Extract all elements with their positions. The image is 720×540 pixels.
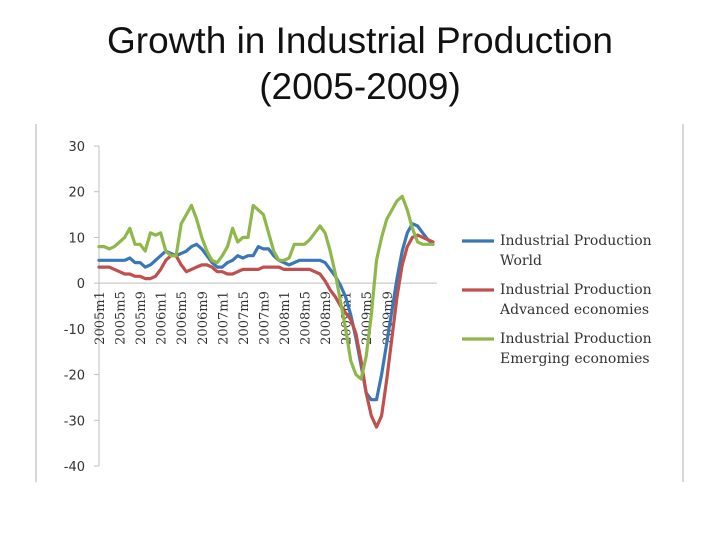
series-line-1: [97, 222, 435, 402]
y-tick-label: -30: [64, 414, 85, 429]
x-tick-label: 2005m9: [134, 291, 149, 345]
x-tick-label: 2008m1: [278, 291, 293, 345]
legend-label: World: [500, 253, 542, 269]
series-line-3: [97, 194, 435, 381]
y-tick-label: 0: [77, 277, 85, 292]
y-tick-label: 30: [68, 140, 85, 155]
x-tick-label: 2009m1: [340, 291, 355, 345]
x-tick-label: 2005m1: [93, 291, 108, 345]
x-tick-label: 2006m9: [196, 291, 211, 345]
y-tick-label: 10: [68, 231, 85, 246]
y-tick-label: -40: [64, 460, 85, 475]
x-tick-label: 2007m5: [237, 291, 252, 345]
legend-label: Industrial Production: [500, 331, 652, 347]
legend-label: Advanced economies: [499, 302, 649, 318]
x-tick-label: 2008m5: [299, 291, 314, 345]
x-tick-label: 2007m9: [257, 291, 272, 345]
y-tick-label: -20: [64, 369, 85, 384]
legend-label: Emerging economies: [500, 351, 650, 367]
chart-frame: 30 20 10 0 -10 -20 -30 -40 2005m1 2005m5 2005m9 200…: [35, 124, 684, 482]
y-tick-label: 20: [68, 186, 85, 201]
x-tick-label: 2005m5: [114, 291, 129, 345]
legend-label: Industrial Production: [500, 282, 652, 298]
series-line-2: [97, 233, 435, 429]
slide-title: Growth in Industrial Production (2005-20…: [0, 18, 720, 110]
x-tick-label: 2006m5: [175, 291, 190, 345]
title-line-1: Growth in Industrial Production: [107, 20, 613, 61]
title-line-2: (2005-2009): [259, 66, 461, 107]
x-tick-label: 2007m1: [216, 291, 231, 345]
x-tick-label: 2006m1: [155, 291, 170, 345]
legend-label: Industrial Production: [500, 233, 652, 249]
y-tick-label: -10: [64, 323, 85, 338]
x-tick-label: 2008m9: [319, 291, 334, 345]
line-chart: 30 20 10 0 -10 -20 -30 -40 2005m1 2005m5 2005m9 200…: [64, 140, 652, 475]
